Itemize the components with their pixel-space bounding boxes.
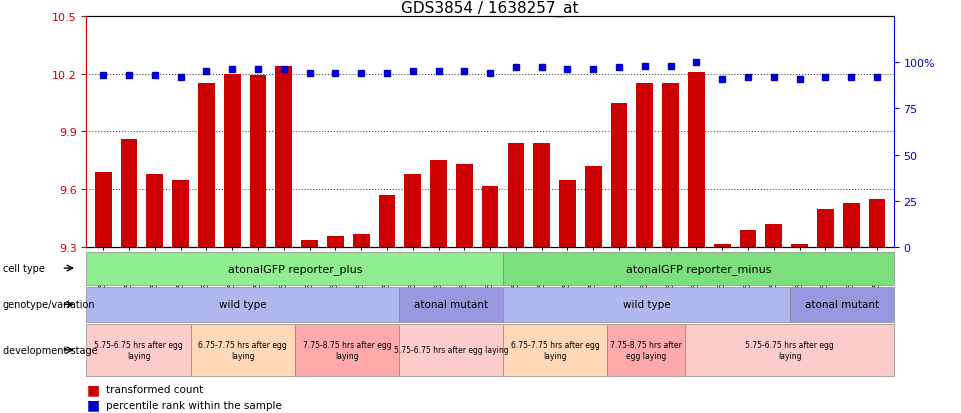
Bar <box>585 167 602 248</box>
Bar <box>481 186 499 248</box>
Bar <box>250 76 266 248</box>
Bar <box>504 287 790 322</box>
Bar <box>95 173 111 248</box>
Text: atonal mutant: atonal mutant <box>804 299 878 310</box>
Bar <box>146 175 163 248</box>
Bar <box>740 230 756 248</box>
Bar <box>399 324 504 376</box>
Text: atonalGFP reporter_minus: atonalGFP reporter_minus <box>626 263 771 274</box>
Bar <box>456 165 473 248</box>
Bar <box>379 196 395 248</box>
Bar <box>869 199 885 248</box>
Bar <box>399 287 504 322</box>
Bar <box>121 140 137 248</box>
Text: atonal mutant: atonal mutant <box>414 299 488 310</box>
Text: genotype/variation: genotype/variation <box>3 299 95 310</box>
Bar <box>86 252 504 285</box>
Bar <box>86 324 190 376</box>
Title: GDS3854 / 1638257_at: GDS3854 / 1638257_at <box>402 0 579 17</box>
Text: transformed count: transformed count <box>106 384 203 394</box>
Bar <box>431 161 447 248</box>
Bar <box>405 175 421 248</box>
Text: 7.75-8.75 hrs after
egg laying: 7.75-8.75 hrs after egg laying <box>610 340 682 360</box>
Bar <box>172 180 189 248</box>
Bar <box>843 204 859 248</box>
Text: atonalGFP reporter_plus: atonalGFP reporter_plus <box>228 263 362 274</box>
Text: 6.75-7.75 hrs after egg
laying: 6.75-7.75 hrs after egg laying <box>198 340 287 360</box>
Text: ■: ■ <box>86 382 100 396</box>
Text: percentile rank within the sample: percentile rank within the sample <box>106 400 282 410</box>
Bar <box>276 66 292 248</box>
Bar <box>504 324 607 376</box>
Bar <box>507 144 525 248</box>
Text: 6.75-7.75 hrs after egg
laying: 6.75-7.75 hrs after egg laying <box>511 340 600 360</box>
Text: wild type: wild type <box>623 299 670 310</box>
Bar <box>301 240 318 248</box>
Bar <box>327 236 344 248</box>
Bar <box>817 209 834 248</box>
Bar <box>504 252 894 285</box>
Bar <box>295 324 399 376</box>
Bar <box>198 84 215 248</box>
Bar <box>688 72 704 248</box>
Bar <box>790 287 894 322</box>
Bar <box>86 287 399 322</box>
Text: 5.75-6.75 hrs after egg
laying: 5.75-6.75 hrs after egg laying <box>94 340 183 360</box>
Bar <box>559 180 576 248</box>
Text: ■: ■ <box>86 398 100 412</box>
Bar <box>636 84 653 248</box>
Text: cell type: cell type <box>3 263 45 273</box>
Text: development stage: development stage <box>3 345 97 355</box>
Bar <box>791 244 808 248</box>
Text: 5.75-6.75 hrs after egg
laying: 5.75-6.75 hrs after egg laying <box>745 340 834 360</box>
Bar <box>662 84 679 248</box>
Bar <box>714 244 730 248</box>
Bar <box>607 324 685 376</box>
Bar <box>353 234 370 248</box>
Bar <box>224 74 240 248</box>
Bar <box>610 103 628 248</box>
Bar <box>533 144 550 248</box>
Text: 7.75-8.75 hrs after egg
laying: 7.75-8.75 hrs after egg laying <box>303 340 391 360</box>
Bar <box>190 324 295 376</box>
Text: 5.75-6.75 hrs after egg laying: 5.75-6.75 hrs after egg laying <box>394 346 508 354</box>
Bar <box>765 225 782 248</box>
Text: wild type: wild type <box>219 299 266 310</box>
Bar <box>685 324 894 376</box>
